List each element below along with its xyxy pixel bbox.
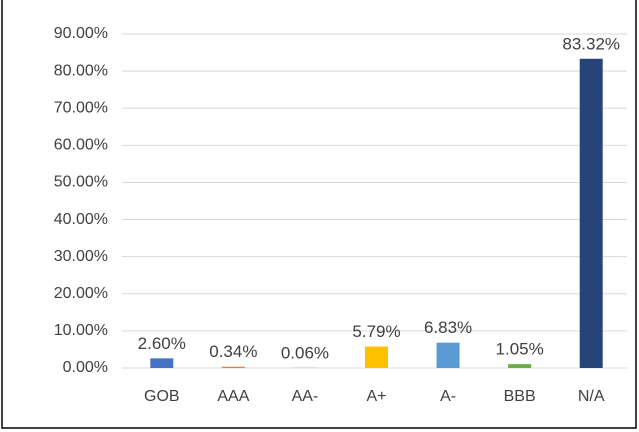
y-tick-label: 80.00%: [54, 62, 108, 79]
bar: [221, 366, 245, 368]
y-tick-label: 90.00%: [54, 25, 108, 42]
y-tick-label: 60.00%: [54, 137, 108, 154]
y-tick-label: 40.00%: [54, 211, 108, 228]
y-tick-label: 20.00%: [54, 285, 108, 302]
x-tick-label: BBB: [504, 388, 536, 405]
x-tick-label: GOB: [144, 388, 180, 405]
value-label: 5.79%: [352, 322, 400, 341]
bar: [365, 346, 388, 368]
y-tick-label: 50.00%: [54, 174, 108, 191]
y-tick-label: 30.00%: [54, 248, 108, 265]
x-tick-label: N/A: [578, 388, 605, 405]
bar: [508, 364, 532, 368]
x-tick-label: AA-: [292, 388, 319, 405]
y-tick-label: 70.00%: [54, 99, 108, 116]
x-tick-label: AAA: [217, 388, 249, 405]
value-label: 6.83%: [424, 318, 472, 337]
x-tick-label: A+: [366, 388, 386, 405]
value-label: 0.34%: [209, 342, 257, 361]
x-tick-label: A-: [440, 388, 456, 405]
value-label: 2.60%: [138, 334, 186, 353]
bar: [579, 58, 603, 368]
value-label: 83.32%: [562, 34, 620, 53]
y-tick-label: 0.00%: [63, 359, 108, 376]
bar: [150, 358, 174, 368]
value-label: 1.05%: [496, 340, 544, 359]
value-label: 0.06%: [281, 343, 329, 362]
y-tick-label: 10.00%: [54, 322, 108, 339]
bar: [436, 342, 460, 368]
